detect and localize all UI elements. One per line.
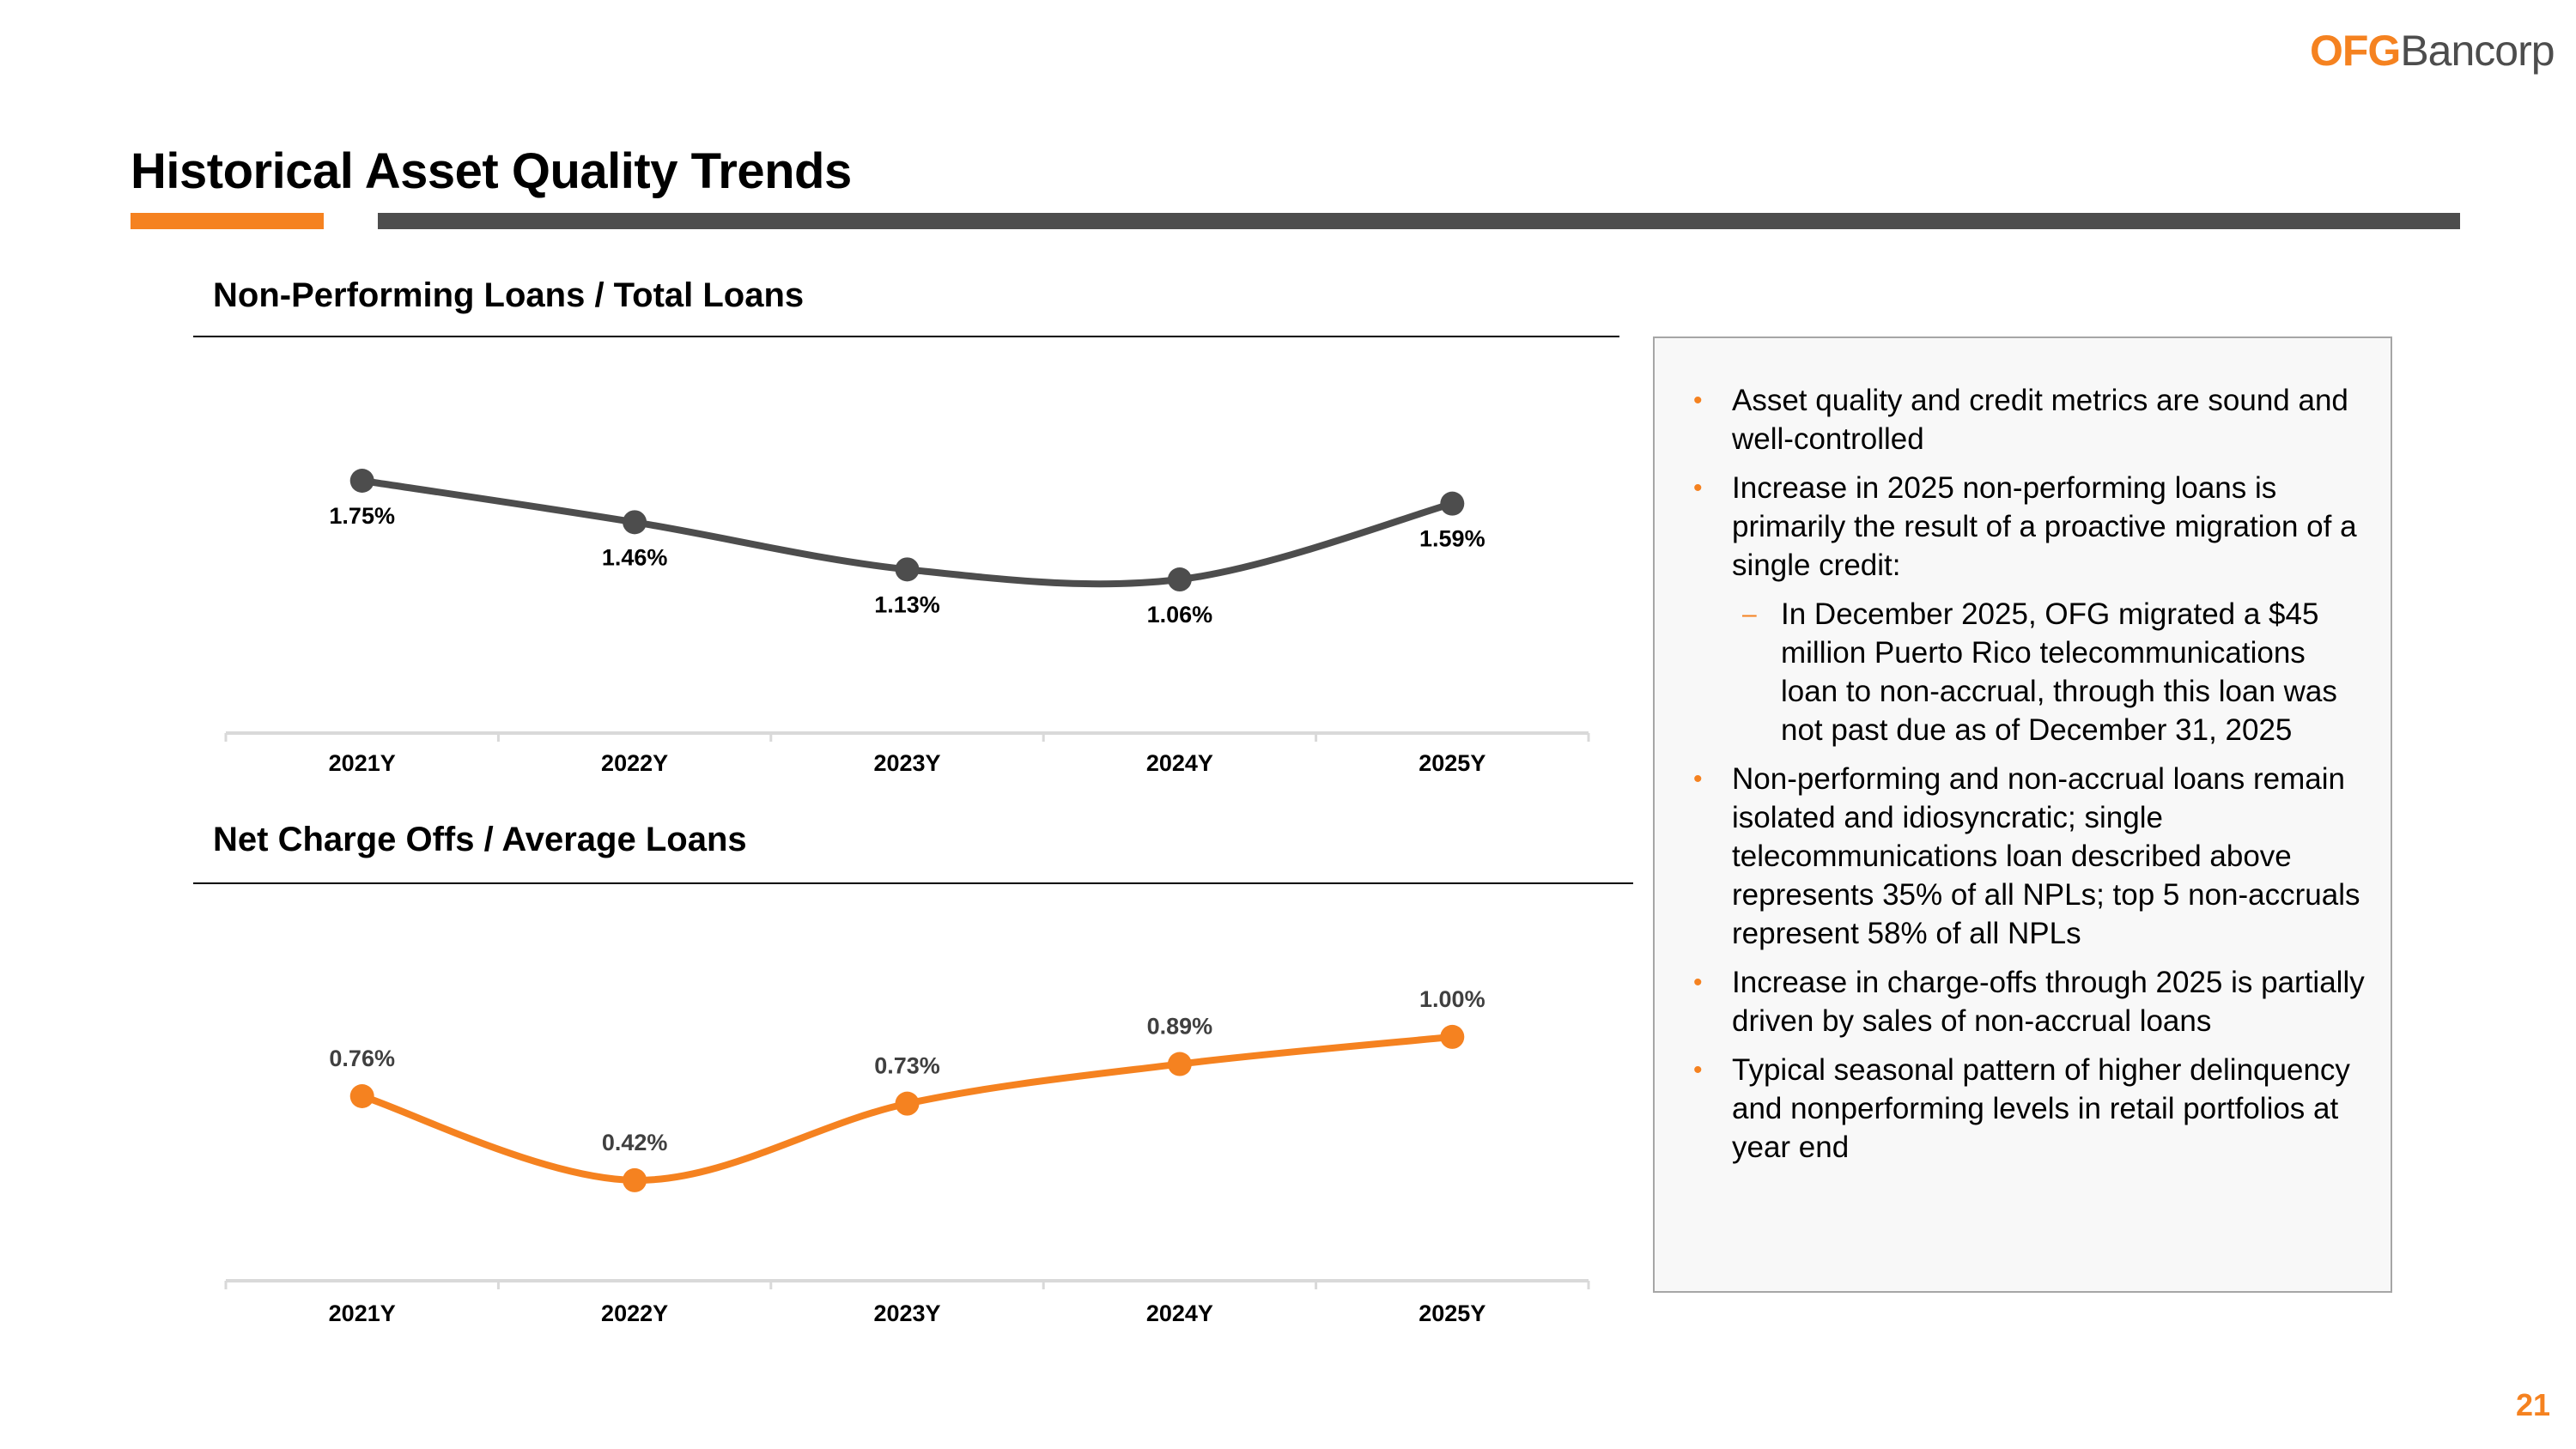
commentary-bullet: • Asset quality and credit metrics are so… xyxy=(1693,381,2367,458)
commentary-bullet: • Non-performing and non-accrual loans re… xyxy=(1693,760,2367,953)
nco-data-label: 0.89% xyxy=(1147,1014,1213,1040)
nco-x-tick-label: 2021Y xyxy=(329,1300,396,1326)
nco-data-point xyxy=(895,1091,920,1116)
nco-chart-rule xyxy=(193,882,1633,884)
bullet-marker-icon: – xyxy=(1742,600,1757,628)
npl-x-tick-label: 2022Y xyxy=(601,750,668,776)
npl-chart-rule xyxy=(193,336,1619,337)
npl-chart-title: Non-Performing Loans / Total Loans xyxy=(213,276,805,314)
commentary-bullet: • Increase in 2025 non-performing loans i… xyxy=(1693,469,2367,585)
npl-data-point xyxy=(623,510,647,535)
nco-data-point xyxy=(623,1167,647,1192)
commentary-box: • Asset quality and credit metrics are so… xyxy=(1653,336,2392,1293)
bullet-marker-icon: • xyxy=(1693,968,1703,997)
npl-data-label: 1.13% xyxy=(874,591,940,617)
nco-data-point xyxy=(1167,1052,1192,1076)
npl-data-label: 1.46% xyxy=(602,544,668,570)
nco-data-label: 1.00% xyxy=(1419,986,1485,1012)
npl-x-tick-label: 2025Y xyxy=(1419,750,1485,776)
bullet-text: Increase in 2025 non-performing loans is… xyxy=(1732,471,2357,582)
nco-data-point xyxy=(349,1084,374,1108)
nco-x-tick-label: 2025Y xyxy=(1419,1300,1485,1326)
bullet-marker-icon: • xyxy=(1693,474,1703,502)
bullet-text: In December 2025, OFG migrated a $45 mil… xyxy=(1781,597,2337,747)
npl-data-label: 1.59% xyxy=(1419,526,1485,552)
commentary-bullet: • Typical seasonal pattern of higher deli… xyxy=(1693,1051,2367,1167)
bullet-text: Asset quality and credit metrics are sou… xyxy=(1732,384,2348,456)
bullet-text: Non-performing and non-accrual loans rem… xyxy=(1732,762,2360,950)
nco-data-label: 0.42% xyxy=(602,1130,668,1155)
commentary-bullet: – In December 2025, OFG migrated a $45 mi… xyxy=(1742,595,2367,749)
title-divider-bar xyxy=(378,213,2460,229)
nco-chart-title: Net Charge Offs / Average Loans xyxy=(213,821,747,858)
npl-data-label: 1.06% xyxy=(1147,602,1213,627)
nco-data-point xyxy=(1440,1024,1465,1049)
bullet-text: Typical seasonal pattern of higher delin… xyxy=(1732,1053,2350,1164)
nco-x-tick-label: 2023Y xyxy=(873,1300,940,1326)
npl-x-tick-label: 2024Y xyxy=(1146,750,1213,776)
npl-data-point xyxy=(1440,491,1465,516)
nco-data-label: 0.76% xyxy=(329,1046,395,1071)
nco-x-tick-label: 2024Y xyxy=(1146,1300,1213,1326)
ofg-bancorp-logo: OFGBancorp xyxy=(2310,27,2555,75)
nco-data-label: 0.73% xyxy=(874,1053,940,1079)
npl-data-point xyxy=(349,469,374,493)
commentary-bullet: • Increase in charge-offs through 2025 is… xyxy=(1693,963,2367,1040)
bullet-marker-icon: • xyxy=(1693,765,1703,793)
npl-data-point xyxy=(895,557,920,582)
nco-x-tick-label: 2022Y xyxy=(601,1300,668,1326)
bullet-marker-icon: • xyxy=(1693,1056,1703,1084)
npl-x-tick-label: 2023Y xyxy=(873,750,940,776)
npl-data-label: 1.75% xyxy=(329,503,395,529)
npl-data-point xyxy=(1167,567,1192,592)
bullet-marker-icon: • xyxy=(1693,386,1703,415)
npl-x-tick-label: 2021Y xyxy=(329,750,396,776)
commentary-list: • Asset quality and credit metrics are so… xyxy=(1693,381,2367,1177)
title-accent-bar xyxy=(131,213,324,229)
bullet-text: Increase in charge-offs through 2025 is … xyxy=(1732,966,2365,1038)
page-number: 21 xyxy=(2516,1387,2551,1422)
page-title: Historical Asset Quality Trends xyxy=(131,143,852,199)
